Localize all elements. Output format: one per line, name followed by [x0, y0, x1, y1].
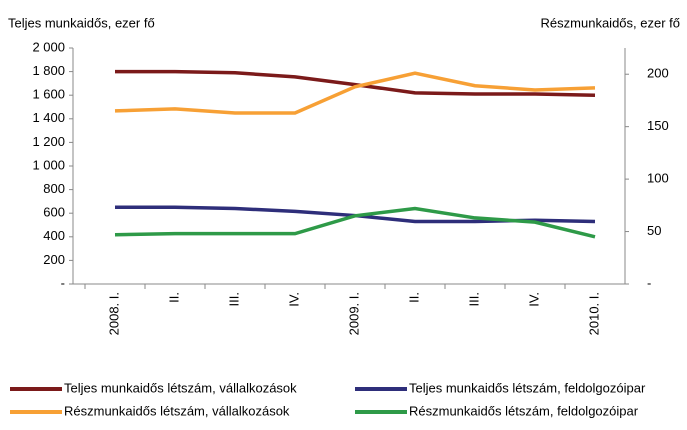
y2-tick-label: -: [647, 275, 651, 290]
y-axis-label: Teljes munkaidős, ezer fő: [8, 15, 155, 30]
x-tick-label: 2008. I.: [106, 292, 121, 335]
series-line: [115, 69, 596, 97]
y-tick-label: 1 000: [32, 157, 65, 172]
x-tick-label: IV.: [286, 292, 301, 307]
series-line: [114, 71, 596, 115]
legend-label: Részmunkaidős létszám, vállalkozások: [64, 403, 290, 418]
legend-label: Teljes munkaidős létszám, vállalkozások: [64, 380, 297, 395]
y-tick-label: 600: [43, 205, 65, 220]
series-line: [114, 206, 596, 239]
legend-label: Részmunkaidős létszám, feldolgozóipar: [409, 403, 639, 418]
y-tick-label: 2 000: [32, 39, 65, 54]
y-tick-label: 800: [43, 181, 65, 196]
x-tick-label: 2010. I.: [586, 292, 601, 335]
y-tick-label: -: [61, 275, 65, 290]
y2-tick-label: 100: [647, 171, 669, 186]
y2-tick-label: 50: [647, 223, 661, 238]
y-tick-label: 1 600: [32, 87, 65, 102]
x-tick-label: II.: [166, 292, 181, 303]
y-tick-label: 1 800: [32, 63, 65, 78]
x-tick-label: II.: [406, 292, 421, 303]
y-tick-label: 1 200: [32, 134, 65, 149]
y-tick-label: 400: [43, 228, 65, 243]
legend-label: Teljes munkaidős létszám, feldolgozóipar: [409, 380, 646, 395]
y2-tick-label: 200: [647, 66, 669, 81]
y2-axis-label: Részmunkaidős, ezer fő: [541, 15, 680, 30]
x-tick-label: 2009. I.: [346, 292, 361, 335]
x-tick-label: IV.: [526, 292, 541, 307]
y-tick-label: 200: [43, 252, 65, 267]
x-tick-label: III.: [466, 292, 481, 306]
x-tick-label: III.: [226, 292, 241, 306]
y-tick-label: 1 400: [32, 110, 65, 125]
y2-tick-label: 150: [647, 118, 669, 133]
